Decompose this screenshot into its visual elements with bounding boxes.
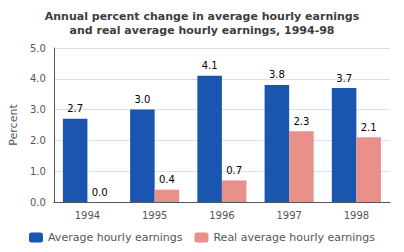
svg-text:3.0: 3.0 xyxy=(134,94,150,105)
svg-text:0.4: 0.4 xyxy=(159,174,175,185)
svg-text:Annual percent change in avera: Annual percent change in average hourly … xyxy=(45,10,360,23)
svg-text:0.0: 0.0 xyxy=(30,197,46,208)
svg-text:2.1: 2.1 xyxy=(361,122,377,133)
svg-text:5.0: 5.0 xyxy=(30,43,46,54)
svg-text:Percent: Percent xyxy=(7,104,20,146)
svg-text:0.7: 0.7 xyxy=(226,165,242,176)
svg-text:Average hourly earnings: Average hourly earnings xyxy=(48,231,183,244)
svg-text:1995: 1995 xyxy=(142,210,167,221)
svg-text:and real average hourly earnin: and real average hourly earnings, 1994-9… xyxy=(69,24,334,37)
svg-text:2.3: 2.3 xyxy=(293,116,309,127)
svg-text:3.0: 3.0 xyxy=(30,104,46,115)
svg-text:1997: 1997 xyxy=(276,210,301,221)
svg-text:Real average hourly earnings: Real average hourly earnings xyxy=(213,231,375,244)
svg-text:1.0: 1.0 xyxy=(30,166,46,177)
svg-text:4.1: 4.1 xyxy=(202,60,218,71)
svg-text:1994: 1994 xyxy=(75,210,100,221)
svg-text:3.7: 3.7 xyxy=(336,73,352,84)
svg-text:4.0: 4.0 xyxy=(30,73,46,84)
svg-text:2.0: 2.0 xyxy=(30,135,46,146)
svg-text:1998: 1998 xyxy=(344,210,369,221)
svg-text:1996: 1996 xyxy=(209,210,234,221)
svg-text:3.8: 3.8 xyxy=(269,69,285,80)
svg-text:2.7: 2.7 xyxy=(67,103,83,114)
svg-text:0.0: 0.0 xyxy=(92,187,108,198)
